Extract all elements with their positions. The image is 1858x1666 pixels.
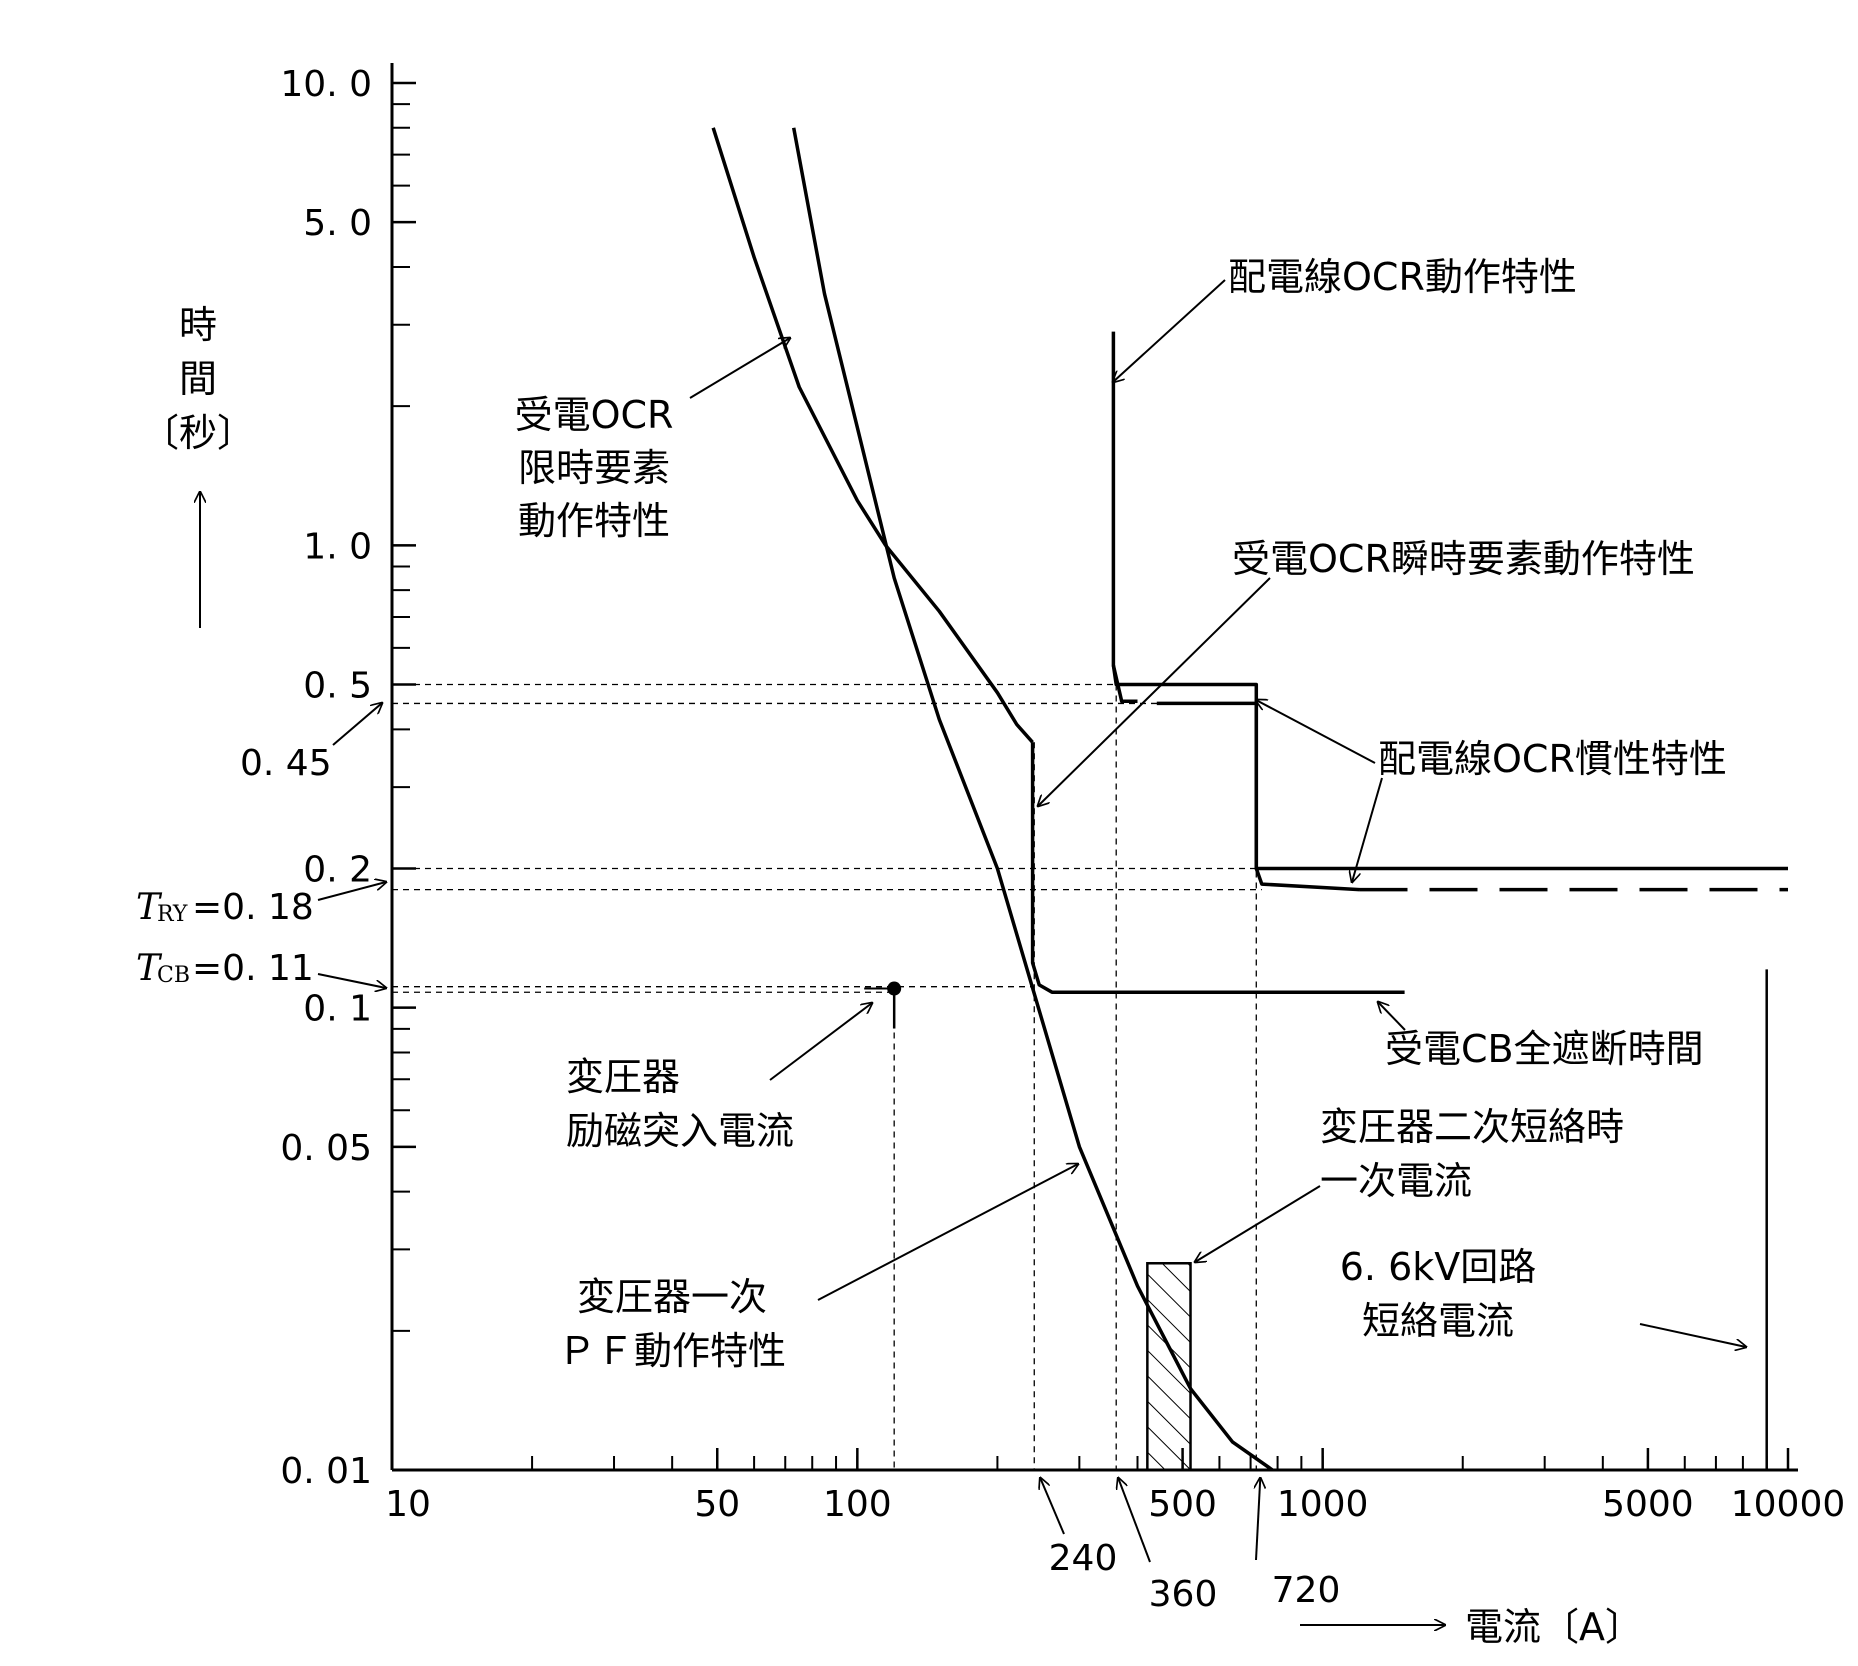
arrow-ocr-limit [689,338,790,399]
arrow-cb [1378,1002,1406,1031]
label-try-value: =0. 18 [192,887,314,928]
label-ocr-dist: 配電線OCR動作特性 [1228,255,1577,299]
y-tick-label: 0. 2 [303,849,372,890]
y-tick-label: 1. 0 [303,526,372,567]
series-配電線OCR慣性特性 [1111,665,1138,704]
axes: 10. 0 5. 0 1. 0 0. 5 0. 2 0. 1 0. 05 0. 01 10 50 1… [141,63,1845,1649]
arrow-short [1639,1323,1746,1347]
x-tick-label: 10 [385,1484,431,1525]
label-cb: 受電CB全遮断時間 [1385,1027,1704,1071]
arrow-720 [1256,1478,1260,1561]
label-short: 短絡電流 [1362,1299,1514,1343]
series-配電線OCR動作特性 [1111,331,1788,871]
arrow-ocr-inertia-1 [1256,700,1376,764]
series-受電OCR瞬時要素動作特性 [1030,742,1405,994]
series-受電OCR限時要素動作特性 [711,127,1034,744]
x-tick-label: 50 [694,1484,740,1525]
label-ocr-limit: 受電OCR [515,393,674,437]
y-axis-label-char: 時 [179,303,217,347]
label-ocr-inertia: 配電線OCR慣性特性 [1378,737,1727,781]
arrow-0.45 [332,703,382,746]
series-配電線OCR慣性特性_2 [1156,701,1360,892]
arrow-ocr-inertia-2 [1352,777,1383,882]
label-360: 360 [1149,1574,1218,1615]
arrow-ocr-dist [1113,279,1226,382]
y-tick-label: 10. 0 [280,64,372,105]
arrow-ocr-inst [1038,577,1271,806]
label-tcb-symbol: T [136,948,163,989]
label-pf: 変圧器一次 [577,1275,767,1319]
label-try-sub: RY [157,902,188,927]
x-tick-label: 100 [823,1484,892,1525]
arrow-secondary [1195,1185,1321,1262]
x-tick-label: 1000 [1277,1484,1369,1525]
arrow-240 [1040,1478,1065,1535]
x-tick-label: 500 [1148,1484,1217,1525]
x-axis-label: 電流〔A〕 [1465,1605,1643,1649]
y-tick-label: 0. 5 [303,666,372,707]
y-tick-label: 0. 05 [280,1128,372,1169]
label-0.45: 0. 45 [240,743,332,784]
x-tick-label: 5000 [1602,1484,1694,1525]
label-inrush: 変圧器 [566,1055,680,1099]
arrow-inrush [769,1003,872,1081]
label-try-symbol: T [136,887,163,928]
label-ocr-limit: 動作特性 [518,499,670,543]
label-short: 6. 6kV回路 [1340,1245,1537,1289]
series-変圧器一次PF動作特性 [791,127,1274,1472]
label-ocr-limit: 限時要素 [518,446,670,490]
y-tick-label: 5. 0 [303,203,372,244]
label-720: 720 [1272,1570,1341,1611]
arrow-try [317,882,386,901]
label-secondary: 一次電流 [1320,1159,1472,1203]
arrow-tcb [317,973,386,988]
label-240: 240 [1049,1538,1118,1579]
series-group [711,127,1788,1472]
label-secondary: 変圧器二次短絡時 [1320,1105,1624,1149]
x-tick-label: 10000 [1731,1484,1846,1525]
arrow-pf [817,1164,1078,1301]
y-axis-label-char: 間 [179,357,217,401]
arrow-360 [1118,1478,1151,1563]
secondary-short-band [1146,1262,1192,1472]
label-tcb-sub: CB [157,963,190,988]
label-ocr-inst: 受電OCR瞬時要素動作特性 [1232,537,1695,581]
y-tick-label: 0. 1 [303,989,372,1030]
y-axis-label-char: 〔秒〕 [141,411,255,455]
label-inrush: 励磁突入電流 [566,1109,794,1153]
label-tcb-value: =0. 11 [192,948,314,989]
guide-lines [392,683,1262,1470]
label-pf: ＰＦ動作特性 [558,1329,786,1373]
y-tick-label: 0. 01 [280,1451,372,1492]
